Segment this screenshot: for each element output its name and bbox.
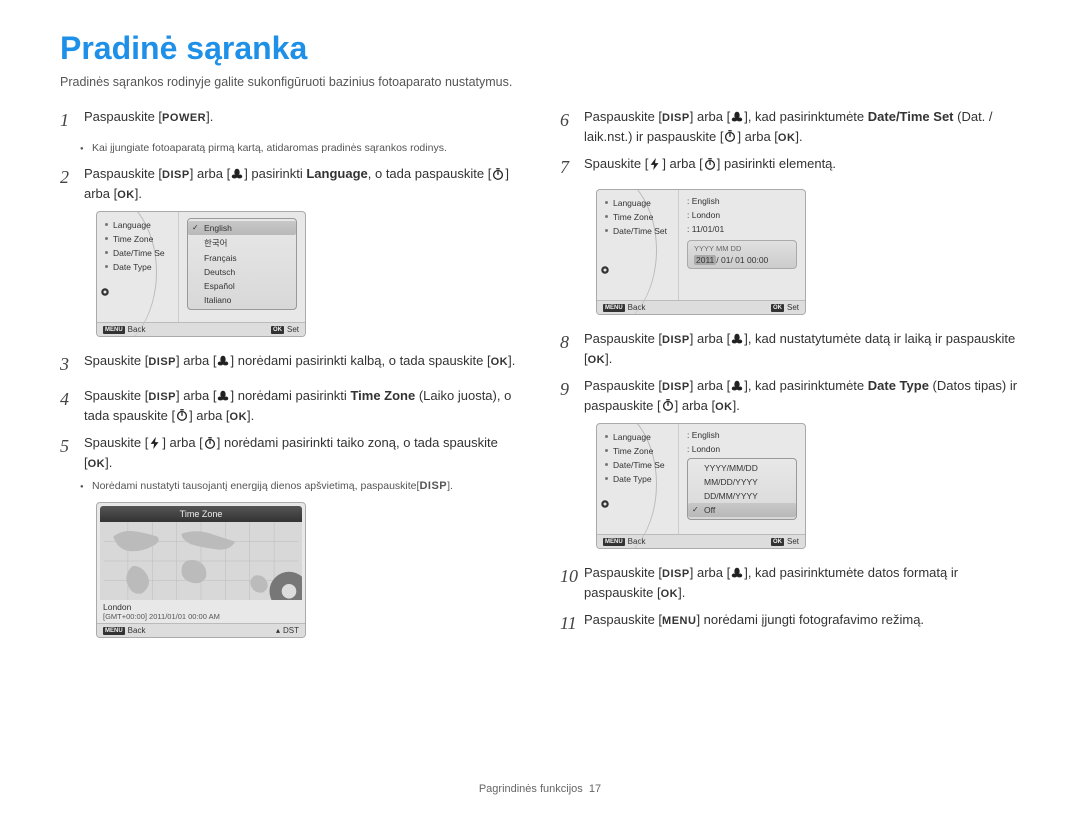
menu-item: Time Zone [605, 444, 678, 458]
step-11: 11 Paspauskite [MENU] norėdami įjungti f… [560, 610, 1020, 637]
step-text: Spauskite [DISP] arba [] norėdami pasiri… [84, 351, 520, 378]
step-text: Paspauskite [ [84, 109, 162, 124]
step-1-bullet: Kai įjungiate fotoaparatą pirmą kartą, a… [92, 142, 520, 154]
timer-icon [723, 129, 737, 143]
flash-icon [648, 157, 662, 171]
menu-item: Date/Time Set [605, 224, 678, 238]
step-5: 5 Spauskite [] arba [] norėdami pasirink… [60, 433, 520, 472]
flash-icon [148, 436, 162, 450]
step-1: 1 Paspauskite [POWER]. [60, 107, 520, 134]
step-text: Paspauskite [DISP] arba [] pasirinkti La… [84, 164, 520, 203]
menu-item: Date Type [105, 260, 178, 274]
macro-icon [230, 167, 244, 181]
datetype-popup: YYYY/MM/DD MM/DD/YYYY DD/MM/YYYY Off [687, 458, 797, 520]
page-subtitle: Pradinės sąrankos rodinyje galite sukonf… [60, 75, 1020, 89]
menu-item: Date/Time Se [105, 246, 178, 260]
macro-icon [216, 354, 230, 368]
macro-icon [216, 389, 230, 403]
step-number: 10 [560, 563, 584, 602]
option: MM/DD/YYYY [688, 475, 796, 489]
menu-item: Date Type [605, 472, 678, 486]
right-column: 6 Paspauskite [DISP] arba [], kad pasiri… [560, 107, 1020, 652]
lcd-datetime: Language Time Zone Date/Time Set : Engli… [596, 189, 806, 315]
step-text: Spauskite [] arba [] pasirinkti elementą… [584, 154, 1020, 181]
step-number: 8 [560, 329, 584, 368]
step-text: Spauskite [DISP] arba [] norėdami pasiri… [84, 386, 520, 425]
step-text: Spauskite [] arba [] norėdami pasirinkti… [84, 433, 520, 472]
step-number: 1 [60, 107, 84, 134]
menu-item: Date/Time Se [605, 458, 678, 472]
step-number: 5 [60, 433, 84, 472]
menu-item: Language [605, 196, 678, 210]
macro-icon [730, 379, 744, 393]
language-popup: English 한국어 Français Deutsch Español Ita… [187, 218, 297, 310]
option: Français [188, 251, 296, 265]
step-5-bullet: Norėdami nustatyti tausojantį energiją d… [92, 480, 520, 492]
step-8: 8 Paspauskite [DISP] arba [], kad nustat… [560, 329, 1020, 368]
step-3: 3 Spauskite [DISP] arba [] norėdami pasi… [60, 351, 520, 378]
step-number: 4 [60, 386, 84, 425]
option: YYYY/MM/DD [688, 461, 796, 475]
world-map [100, 522, 302, 600]
page-footer: Pagrindinės funkcijos 17 [0, 783, 1080, 795]
lcd-footer: MENUBack ▴ DST [97, 623, 305, 637]
option: DD/MM/YYYY [688, 489, 796, 503]
step-7: 7 Spauskite [] arba [] pasirinkti elemen… [560, 154, 1020, 181]
gear-icon [599, 498, 611, 510]
tz-title: Time Zone [100, 506, 302, 522]
tz-caption: London [GMT+00:00] 2011/01/01 00:00 AM [97, 600, 305, 623]
gear-icon [599, 264, 611, 276]
timer-icon [661, 398, 675, 412]
lcd-datetype: Language Time Zone Date/Time Se Date Typ… [596, 423, 806, 549]
option-selected: Off [688, 503, 796, 517]
step-number: 7 [560, 154, 584, 181]
lcd-timezone: Time Zone [96, 502, 306, 638]
menu-item: Time Zone [605, 210, 678, 224]
date-input-box: YYYY MM DD 2011/ 01/ 01 00:00 [687, 240, 797, 269]
option-selected: English [188, 221, 296, 235]
step-2: 2 Paspauskite [DISP] arba [] pasirinkti … [60, 164, 520, 203]
step-text: Paspauskite [DISP] arba [], kad nustatyt… [584, 329, 1020, 368]
step-6: 6 Paspauskite [DISP] arba [], kad pasiri… [560, 107, 1020, 146]
option: Italiano [188, 293, 296, 307]
step-text: Paspauskite [DISP] arba [], kad pasirink… [584, 376, 1020, 415]
gear-icon [99, 286, 111, 298]
step-4: 4 Spauskite [DISP] arba [] norėdami pasi… [60, 386, 520, 425]
timer-icon [175, 408, 189, 422]
macro-icon [730, 566, 744, 580]
step-9: 9 Paspauskite [DISP] arba [], kad pasiri… [560, 376, 1020, 415]
timer-icon [703, 157, 717, 171]
lcd-language: Language Time Zone Date/Time Se Date Typ… [96, 211, 306, 337]
step-number: 9 [560, 376, 584, 415]
step-number: 11 [560, 610, 584, 637]
step-10: 10 Paspauskite [DISP] arba [], kad pasir… [560, 563, 1020, 602]
power-label: POWER [162, 112, 206, 124]
menu-item: Language [105, 218, 178, 232]
step-number: 3 [60, 351, 84, 378]
timer-icon [203, 436, 217, 450]
option: 한국어 [188, 235, 296, 251]
step-text: Paspauskite [DISP] arba [], kad pasirink… [584, 563, 1020, 602]
timer-icon [491, 167, 505, 181]
option: Español [188, 279, 296, 293]
step-number: 6 [560, 107, 584, 146]
step-number: 2 [60, 164, 84, 203]
page-title: Pradinė sąranka [60, 30, 1020, 67]
macro-icon [730, 332, 744, 346]
macro-icon [730, 110, 744, 124]
step-text: Paspauskite [MENU] norėdami įjungti foto… [584, 610, 1020, 637]
step-text: Paspauskite [DISP] arba [], kad pasirink… [584, 107, 1020, 146]
option: Deutsch [188, 265, 296, 279]
menu-item: Language [605, 430, 678, 444]
location-pin-icon [188, 562, 302, 600]
left-column: 1 Paspauskite [POWER]. Kai įjungiate fot… [60, 107, 520, 652]
menu-item: Time Zone [105, 232, 178, 246]
